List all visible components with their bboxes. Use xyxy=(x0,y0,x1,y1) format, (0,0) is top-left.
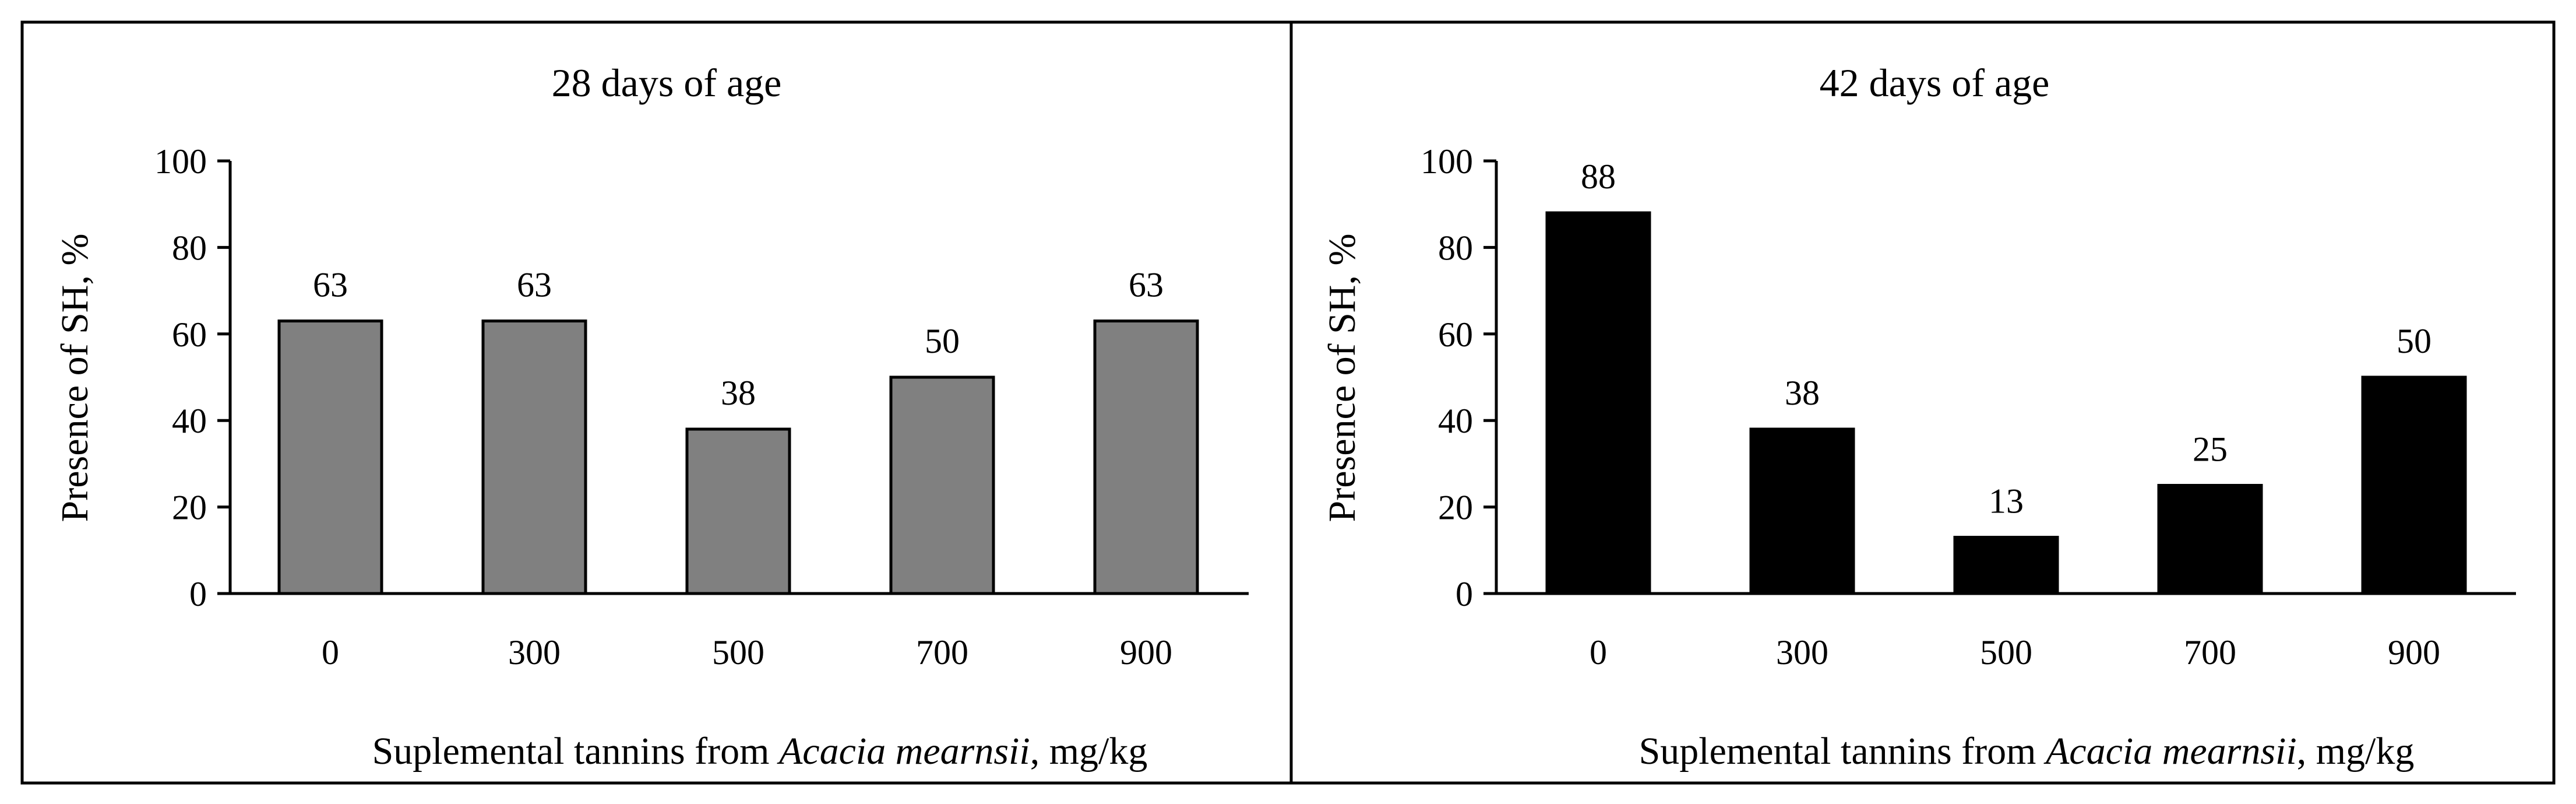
x-tick-label: 900 xyxy=(2388,633,2440,672)
y-tick-labels: 0 20 40 60 80 100 xyxy=(1421,142,1473,613)
y-axis-label: Presence of SH, % xyxy=(1321,234,1363,522)
y-tick-label: 0 xyxy=(189,575,207,613)
data-label: 25 xyxy=(2193,430,2228,469)
data-label: 50 xyxy=(925,322,960,360)
x-tick-label: 700 xyxy=(916,633,968,672)
bar-500 xyxy=(1953,536,2059,595)
bar-300 xyxy=(481,320,587,595)
y-tick-label: 0 xyxy=(1456,575,1473,613)
y-tick-label: 40 xyxy=(172,402,207,440)
y-tick-label: 40 xyxy=(1438,402,1473,440)
chart-panel-28-days: 28 days of age 0 20 40 60 80 100 63 63 38 50 63 0… xyxy=(54,61,1249,773)
data-label: 13 xyxy=(1989,482,2024,521)
x-axis-label: Suplemental tannins from Acacia mearnsii… xyxy=(1639,730,2415,773)
x-tick-label: 700 xyxy=(2184,633,2236,672)
y-tick-label: 100 xyxy=(154,142,207,181)
x-tick-label: 900 xyxy=(1120,633,1172,672)
chart-panel-42-days: 42 days of age 0 20 40 60 80 100 88 38 13 25 50 0… xyxy=(1321,61,2516,773)
bar-900 xyxy=(1093,320,1199,595)
x-tick-label: 500 xyxy=(1980,633,2032,672)
x-tick-labels: 0 300 500 700 900 xyxy=(1590,633,2440,672)
y-axis-label: Presence of SH, % xyxy=(54,234,96,522)
x-tick-label: 300 xyxy=(508,633,561,672)
data-label: 50 xyxy=(2397,322,2431,360)
x-tick-labels: 0 300 500 700 900 xyxy=(322,633,1172,672)
chart-title: 28 days of age xyxy=(552,61,782,105)
y-tick-label: 100 xyxy=(1421,142,1473,181)
data-label: 88 xyxy=(1581,157,1616,196)
data-label: 63 xyxy=(517,266,552,304)
x-tick-label: 300 xyxy=(1776,633,1828,672)
y-axis xyxy=(217,159,232,595)
y-axis xyxy=(1483,159,1498,595)
x-tick-label: 0 xyxy=(322,633,339,672)
bar-0 xyxy=(277,320,383,595)
x-axis-label-prefix: Suplemental tannins from xyxy=(372,730,779,773)
data-label: 63 xyxy=(313,266,348,304)
y-tick-label: 80 xyxy=(172,229,207,267)
y-tick-label: 20 xyxy=(1438,489,1473,527)
bar-300 xyxy=(1749,427,1855,595)
x-axis-label-species: Acacia mearnsii xyxy=(2043,730,2297,773)
bars xyxy=(1545,211,2467,595)
bar-0 xyxy=(1545,211,1651,595)
y-tick-labels: 0 20 40 60 80 100 xyxy=(154,142,207,613)
bar-700 xyxy=(889,375,995,595)
y-tick-label: 80 xyxy=(1438,229,1473,267)
x-tick-label: 500 xyxy=(712,633,764,672)
x-axis-label-suffix: , mg/kg xyxy=(2297,730,2415,773)
x-axis-label-suffix: , mg/kg xyxy=(1030,730,1148,773)
y-tick-label: 60 xyxy=(1438,315,1473,354)
y-tick-label: 60 xyxy=(172,315,207,354)
bar-500 xyxy=(685,427,791,595)
x-axis-label: Suplemental tannins from Acacia mearnsii… xyxy=(372,730,1148,773)
bar-900 xyxy=(2361,375,2467,595)
data-label: 63 xyxy=(1129,266,1164,304)
value-labels: 63 63 38 50 63 xyxy=(313,266,1164,412)
data-label: 38 xyxy=(721,374,756,412)
bars xyxy=(277,320,1199,595)
value-labels: 88 38 13 25 50 xyxy=(1581,157,2431,521)
y-tick-label: 20 xyxy=(172,489,207,527)
figure-frame xyxy=(20,20,2556,785)
x-axis-label-species: Acacia mearnsii xyxy=(777,730,1030,773)
bar-700 xyxy=(2157,484,2263,595)
chart-title: 42 days of age xyxy=(1820,61,2050,105)
x-axis-label-prefix: Suplemental tannins from xyxy=(1639,730,2046,773)
x-tick-label: 0 xyxy=(1590,633,1607,672)
data-label: 38 xyxy=(1785,374,1820,412)
